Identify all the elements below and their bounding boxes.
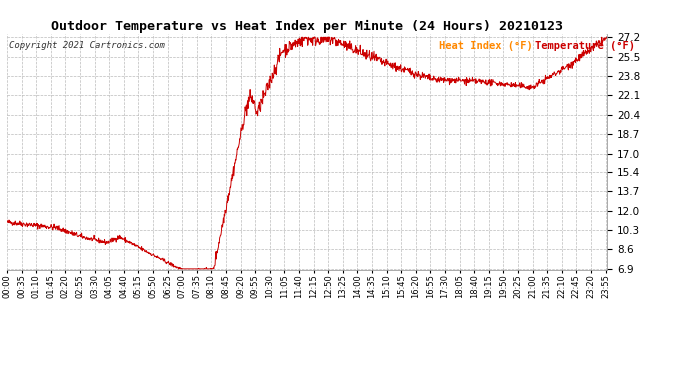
Text: Heat Index (°F): Heat Index (°F) — [439, 41, 533, 51]
Text: Temperature (°F): Temperature (°F) — [535, 41, 635, 51]
Text: Copyright 2021 Cartronics.com: Copyright 2021 Cartronics.com — [9, 41, 165, 50]
Title: Outdoor Temperature vs Heat Index per Minute (24 Hours) 20210123: Outdoor Temperature vs Heat Index per Mi… — [51, 20, 563, 33]
